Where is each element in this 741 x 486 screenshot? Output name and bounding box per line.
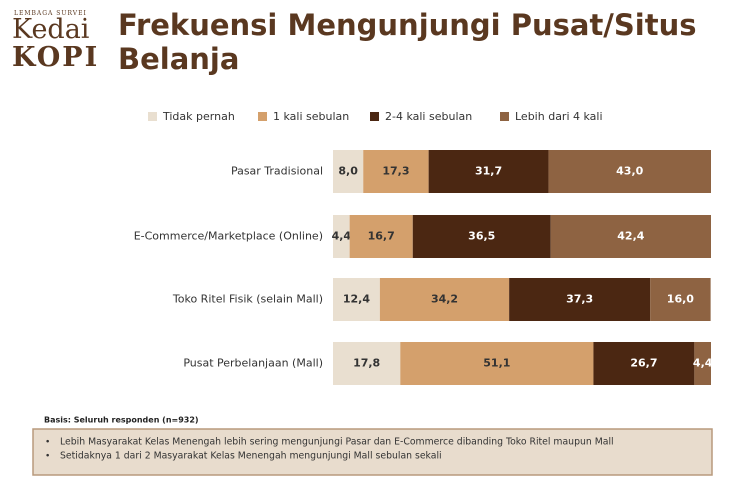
bar-segment	[650, 278, 711, 321]
value-label: 36,5	[468, 230, 495, 243]
bar-segment	[550, 215, 711, 258]
bar-segment	[509, 278, 651, 321]
bar-segment	[363, 150, 429, 193]
y-tick-label: Pusat Perbelanjaan (Mall)	[183, 357, 323, 370]
value-label: 42,4	[617, 230, 644, 243]
value-label: 17,3	[382, 165, 409, 178]
value-label: 37,3	[566, 293, 593, 306]
value-label: 16,7	[368, 230, 395, 243]
bar-segment	[379, 278, 510, 321]
value-label: 26,7	[630, 357, 657, 370]
value-label: 12,4	[343, 293, 370, 306]
value-label: 17,8	[353, 357, 380, 370]
logo-line2: KOPI	[12, 42, 100, 73]
basis-note: Basis: Seluruh responden (n=932)	[44, 416, 199, 425]
value-label: 51,1	[483, 357, 510, 370]
legend-label: Lebih dari 4 kali	[515, 110, 603, 123]
legend-swatch	[258, 112, 267, 121]
note-bullet: •	[45, 452, 50, 462]
note-bullet: •	[45, 438, 50, 448]
bar-segment	[400, 342, 594, 385]
note-text: Setidaknya 1 dari 2 Masyarakat Kelas Men…	[60, 451, 442, 462]
chart-title: Frekuensi Mengunjungi Pusat/Situs Belanj…	[118, 8, 697, 76]
legend-swatch	[148, 112, 157, 121]
legend-label: 2-4 kali sebulan	[385, 110, 472, 123]
y-tick-label: Pasar Tradisional	[231, 165, 323, 178]
bar-segment	[333, 278, 380, 321]
bar-segment	[694, 342, 711, 385]
logo-line1: Kedai	[12, 14, 90, 45]
bar-segment	[548, 150, 711, 193]
y-tick-label: E-Commerce/Marketplace (Online)	[134, 230, 323, 243]
bar-segment	[333, 150, 364, 193]
y-tick-label: Toko Ritel Fisik (selain Mall)	[172, 293, 323, 306]
logo-top: LEMBAGA SURVEI	[14, 10, 87, 17]
legend-swatch	[500, 112, 509, 121]
value-label: 8,0	[338, 165, 358, 178]
value-label: 4,4	[693, 357, 713, 370]
value-label: 34,2	[431, 293, 458, 306]
bar-segment	[333, 215, 350, 258]
value-label: 16,0	[667, 293, 694, 306]
value-label: 31,7	[475, 165, 502, 178]
bar-segment	[593, 342, 695, 385]
legend-swatch	[370, 112, 379, 121]
bar-segment	[428, 150, 549, 193]
value-label: 43,0	[616, 165, 643, 178]
legend-label: 1 kali sebulan	[273, 110, 349, 123]
bar-segment	[333, 342, 401, 385]
value-label: 4,4	[332, 230, 352, 243]
note-text: Lebih Masyarakat Kelas Menengah lebih se…	[60, 437, 614, 448]
bar-segment	[349, 215, 413, 258]
bar-segment	[412, 215, 551, 258]
legend-label: Tidak pernah	[162, 110, 235, 123]
notes-box	[32, 428, 713, 476]
